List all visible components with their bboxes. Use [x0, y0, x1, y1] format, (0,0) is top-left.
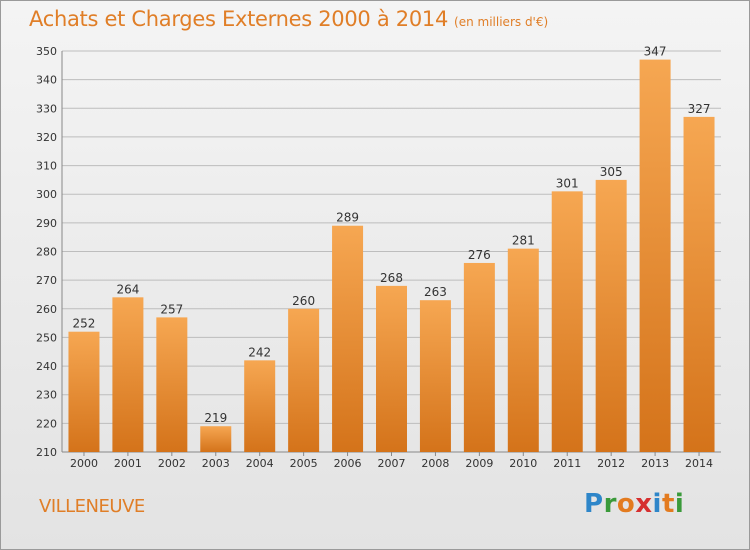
y-tick-label: 320: [36, 131, 57, 144]
bar-2006: [332, 225, 364, 452]
data-label: 327: [688, 102, 711, 116]
data-label: 242: [248, 345, 271, 359]
y-tick-label: 280: [36, 246, 57, 259]
y-tick-label: 340: [36, 74, 57, 87]
city-name: VILLENEUVE: [39, 496, 145, 517]
y-tick-label: 250: [36, 331, 57, 344]
x-tick-label: 2012: [597, 457, 625, 470]
bar-2000: [68, 331, 100, 452]
logo-letter: i: [674, 489, 685, 519]
x-tick-label: 2006: [334, 457, 362, 470]
data-label: 263: [424, 285, 447, 299]
logo-letter: x: [635, 489, 653, 519]
bar-2013: [639, 59, 671, 452]
data-label: 268: [380, 271, 403, 285]
bar-2005: [288, 308, 320, 452]
chart-title: Achats et Charges Externes 2000 à 2014 (e…: [29, 7, 548, 31]
x-tick-label: 2008: [421, 457, 449, 470]
y-tick-label: 230: [36, 389, 57, 402]
x-tick-label: 2005: [290, 457, 318, 470]
x-tick-label: 2014: [685, 457, 713, 470]
bar-2004: [244, 360, 276, 452]
x-tick-label: 2000: [70, 457, 98, 470]
x-tick-label: 2004: [246, 457, 274, 470]
logo-letter: r: [603, 489, 617, 519]
y-tick-label: 290: [36, 217, 57, 230]
y-tick-label: 220: [36, 417, 57, 430]
x-tick-label: 2009: [465, 457, 493, 470]
data-label: 281: [512, 234, 535, 248]
bar-2014: [683, 116, 715, 452]
bar-2003: [200, 426, 232, 452]
proxiti-logo: Proxiti: [584, 489, 684, 519]
y-tick-label: 350: [36, 45, 57, 58]
data-label: 252: [73, 317, 96, 331]
y-tick-label: 270: [36, 274, 57, 287]
x-tick-label: 2002: [158, 457, 186, 470]
x-tick-label: 2001: [114, 457, 142, 470]
data-label: 289: [336, 211, 359, 225]
data-label: 219: [204, 411, 227, 425]
y-tick-label: 310: [36, 160, 57, 173]
data-label: 264: [116, 282, 139, 296]
data-label: 347: [644, 45, 667, 59]
data-label: 260: [292, 294, 315, 308]
y-tick-label: 300: [36, 188, 57, 201]
bar-2010: [507, 248, 539, 452]
bar-2009: [463, 262, 495, 452]
bar-2011: [551, 191, 583, 452]
logo-letter: o: [616, 489, 636, 519]
x-tick-label: 2011: [553, 457, 581, 470]
chart-title-text: Achats et Charges Externes 2000 à 2014: [29, 7, 449, 31]
y-tick-label: 240: [36, 360, 57, 373]
bar-2007: [376, 285, 407, 452]
x-tick-label: 2010: [509, 457, 537, 470]
y-tick-label: 260: [36, 303, 57, 316]
data-label: 257: [160, 302, 183, 316]
bar-2012: [595, 179, 627, 452]
data-label: 301: [556, 176, 579, 190]
logo-letter: i: [652, 489, 662, 519]
y-tick-label: 210: [36, 446, 57, 459]
bar-2001: [112, 297, 144, 452]
logo-letter: P: [584, 489, 604, 519]
x-tick-label: 2007: [378, 457, 406, 470]
x-tick-label: 2003: [202, 457, 230, 470]
chart-unit: (en milliers d'€): [454, 15, 549, 29]
bar-2002: [156, 317, 188, 452]
x-tick-label: 2013: [641, 457, 669, 470]
data-label: 305: [600, 165, 623, 179]
bar-2008: [419, 300, 451, 452]
y-tick-label: 330: [36, 102, 57, 115]
logo-letter: t: [661, 489, 675, 519]
data-label: 276: [468, 248, 491, 262]
